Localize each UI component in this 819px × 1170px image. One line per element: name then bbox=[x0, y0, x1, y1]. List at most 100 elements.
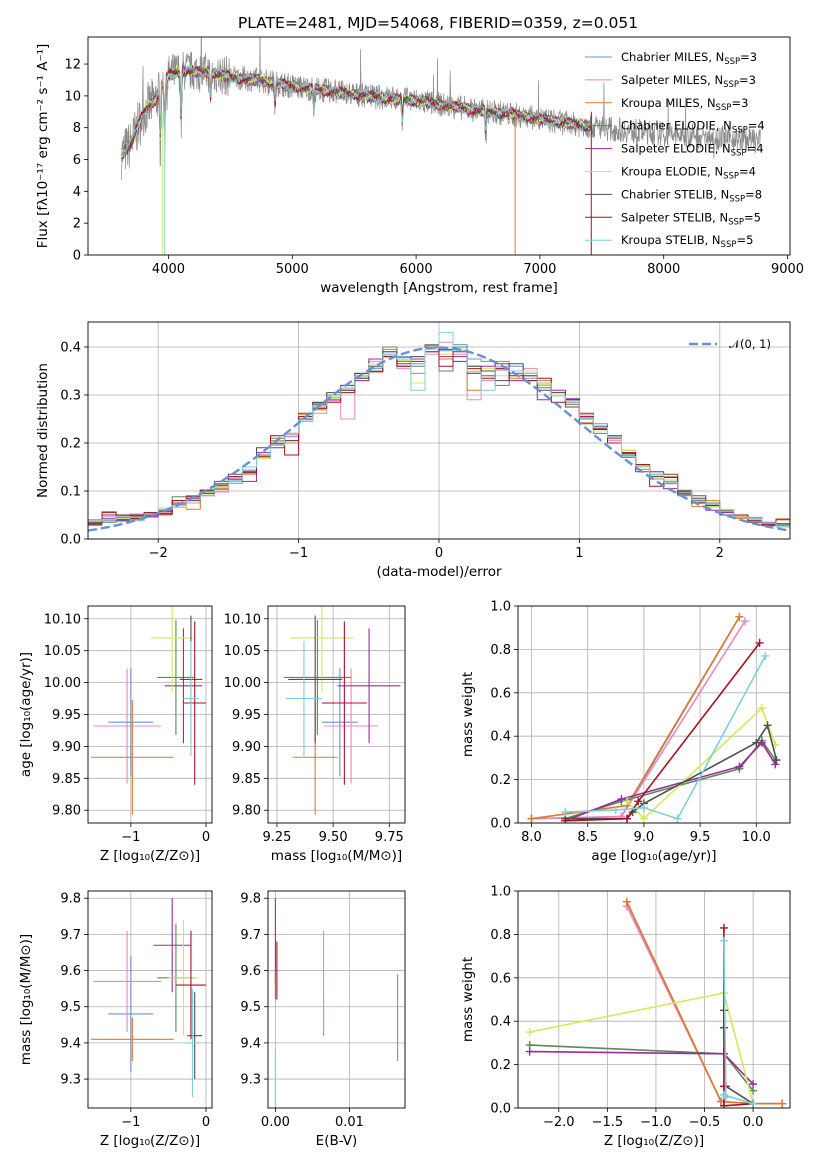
plot-frame bbox=[267, 890, 406, 1109]
mass-weight-marker bbox=[763, 721, 772, 730]
mass-weight-marker bbox=[611, 805, 620, 814]
mass-weight-marker bbox=[639, 803, 648, 812]
age_vs_mass-panel: 9.25 9.50 9.75 9.80 9.85 9.90 9.95 10.00 10.05 10… bbox=[224, 605, 406, 864]
y-tick-label: 0 bbox=[73, 249, 81, 264]
x-tick-label: 0 bbox=[435, 546, 443, 561]
mass-weight-marker bbox=[749, 1099, 758, 1108]
mass-weight-line bbox=[529, 1050, 754, 1085]
spectrum-marks bbox=[120, 37, 761, 255]
y-tick-label: 9.85 bbox=[232, 772, 261, 787]
x-tick-label: 9.25 bbox=[263, 830, 292, 845]
x-axis-label: E(B-V) bbox=[316, 1133, 358, 1149]
x-tick-label: −2.0 bbox=[543, 1115, 575, 1130]
age_vs_mass-marks bbox=[283, 606, 401, 815]
mass-weight-marker bbox=[741, 617, 750, 626]
mass_vs_z-panel: −1 0 9.3 9.4 9.5 9.6 9.7 9.8 Z [log₁₀(Z/Z⊙)] mass… bbox=[18, 890, 213, 1149]
mass_vs_ebv-panel: 0.00 0.01 9.3 9.4 9.5 9.6 9.7 9.8 E(B-V) bbox=[240, 890, 406, 1149]
mass-weight-marker bbox=[561, 816, 570, 823]
y-tick-label: 9.3 bbox=[60, 1073, 81, 1088]
y-axis-label: Normed distribution bbox=[35, 363, 51, 498]
x-tick-label: 8.0 bbox=[521, 830, 542, 845]
x-tick-label: 0 bbox=[202, 1115, 210, 1130]
x-tick-label: 4000 bbox=[152, 262, 185, 277]
mass-weight-marker bbox=[771, 760, 780, 769]
weight_vs_age-panel: 8.0 8.5 9.0 9.5 10.0 0.0 0.2 0.4 0.6 0.8 1.0 age [l… bbox=[460, 600, 791, 864]
mass-weight-marker bbox=[623, 814, 632, 823]
y-tick-label: 9.95 bbox=[232, 708, 261, 723]
y-tick-label: 9.5 bbox=[60, 1000, 81, 1015]
x-tick-label: −0.5 bbox=[689, 1115, 721, 1130]
y-tick-label: 9.6 bbox=[60, 964, 81, 979]
mass-weight-marker bbox=[778, 1099, 787, 1108]
mass-weight-line bbox=[565, 655, 767, 820]
x-tick-label: −2 bbox=[149, 546, 168, 561]
y-tick-label: 9.85 bbox=[52, 772, 81, 787]
mass-weight-marker bbox=[719, 1082, 728, 1091]
mass-weight-marker bbox=[719, 1090, 728, 1099]
x-tick-label: 0.01 bbox=[335, 1115, 364, 1130]
weight_vs_age-marks bbox=[527, 612, 781, 823]
y-tick-label: 10.00 bbox=[44, 676, 81, 691]
mass-weight-marker bbox=[525, 1028, 534, 1037]
x-tick-label: 9.5 bbox=[690, 830, 711, 845]
y-tick-label: 9.3 bbox=[240, 1073, 261, 1088]
mass-weight-marker bbox=[749, 1080, 758, 1089]
y-tick-label: 0.4 bbox=[60, 340, 81, 355]
mass-weight-marker bbox=[719, 936, 728, 945]
mass-weight-marker bbox=[735, 762, 744, 771]
y-tick-label: 0.4 bbox=[490, 1015, 511, 1030]
legend-label: Kroupa STELIB, NSSP=5 bbox=[621, 233, 753, 250]
data-spectrum-line bbox=[121, 37, 761, 181]
x-tick-label: 5000 bbox=[276, 262, 309, 277]
y-tick-label: 10.10 bbox=[224, 612, 261, 627]
mass-weight-marker bbox=[527, 814, 536, 823]
x-tick-label: 9000 bbox=[771, 262, 804, 277]
y-tick-label: 0.6 bbox=[490, 971, 511, 986]
mass-weight-marker bbox=[525, 1047, 534, 1056]
y-tick-label: 9.7 bbox=[240, 928, 261, 943]
x-tick-label: 9.75 bbox=[375, 830, 404, 845]
mass-weight-line bbox=[626, 901, 783, 1105]
mass-weight-line bbox=[531, 616, 741, 820]
histogram-step bbox=[88, 346, 790, 539]
legend-label: Salpeter STELIB, NSSP=5 bbox=[621, 210, 761, 227]
mass-weight-marker bbox=[752, 738, 761, 747]
x-axis-label: Z [log₁₀(Z/Z⊙)] bbox=[100, 848, 200, 864]
mass-weight-marker bbox=[761, 651, 770, 660]
y-tick-label: 0.2 bbox=[60, 436, 81, 451]
y-tick-label: 9.8 bbox=[240, 892, 261, 907]
mass-weight-line bbox=[531, 620, 746, 820]
y-tick-label: 9.90 bbox=[232, 740, 261, 755]
mass-weight-line bbox=[531, 616, 741, 820]
x-tick-label: −1 bbox=[121, 1115, 140, 1130]
y-tick-label: 0.8 bbox=[490, 928, 511, 943]
x-tick-label: 9.0 bbox=[634, 830, 655, 845]
y-tick-label: 9.4 bbox=[60, 1036, 81, 1051]
plot-frame bbox=[87, 605, 213, 824]
mass-weight-marker bbox=[755, 638, 764, 647]
legend-label: Chabrier MILES, NSSP=3 bbox=[621, 50, 757, 67]
y-tick-label: 4 bbox=[73, 185, 81, 200]
y-tick-label: 9.80 bbox=[232, 804, 261, 819]
legend-label: Salpeter ELODIE, NSSP=4 bbox=[621, 142, 764, 159]
residuals-panel: −2 −1 0 1 2 0.0 0.1 0.2 0.3 0.4 (data-model)/error… bbox=[35, 321, 791, 580]
y-tick-label: 1.0 bbox=[490, 885, 511, 900]
plot-frame bbox=[87, 890, 213, 1109]
legend-label: Kroupa ELODIE, NSSP=4 bbox=[621, 165, 756, 182]
mass_vs_z-marks bbox=[91, 898, 206, 1098]
mass-weight-marker bbox=[617, 795, 626, 804]
age_vs_z-panel: −1 0 9.80 9.85 9.90 9.95 10.00 10.05 10.10 Z [log… bbox=[18, 605, 213, 864]
x-axis-label: wavelength [Angstrom, rest frame] bbox=[320, 280, 558, 296]
spectrum-legend: Chabrier MILES, NSSP=3 Salpeter MILES, NS… bbox=[585, 50, 765, 250]
x-tick-label: 6000 bbox=[400, 262, 433, 277]
mass-weight-marker bbox=[623, 797, 632, 806]
mass_vs_ebv-marks bbox=[274, 898, 399, 1108]
mass-weight-line bbox=[564, 741, 777, 822]
model-spectrum-line bbox=[120, 64, 593, 160]
x-axis-label: mass [log₁₀(M/M⊙)] bbox=[271, 848, 402, 864]
y-tick-label: 0.6 bbox=[490, 686, 511, 701]
legend-label: Chabrier ELODIE, NSSP=4 bbox=[621, 119, 765, 136]
y-tick-label: 10 bbox=[64, 89, 81, 104]
y-axis-label: mass [log₁₀(M/M⊙)] bbox=[18, 934, 34, 1065]
mass-weight-marker bbox=[772, 756, 781, 765]
